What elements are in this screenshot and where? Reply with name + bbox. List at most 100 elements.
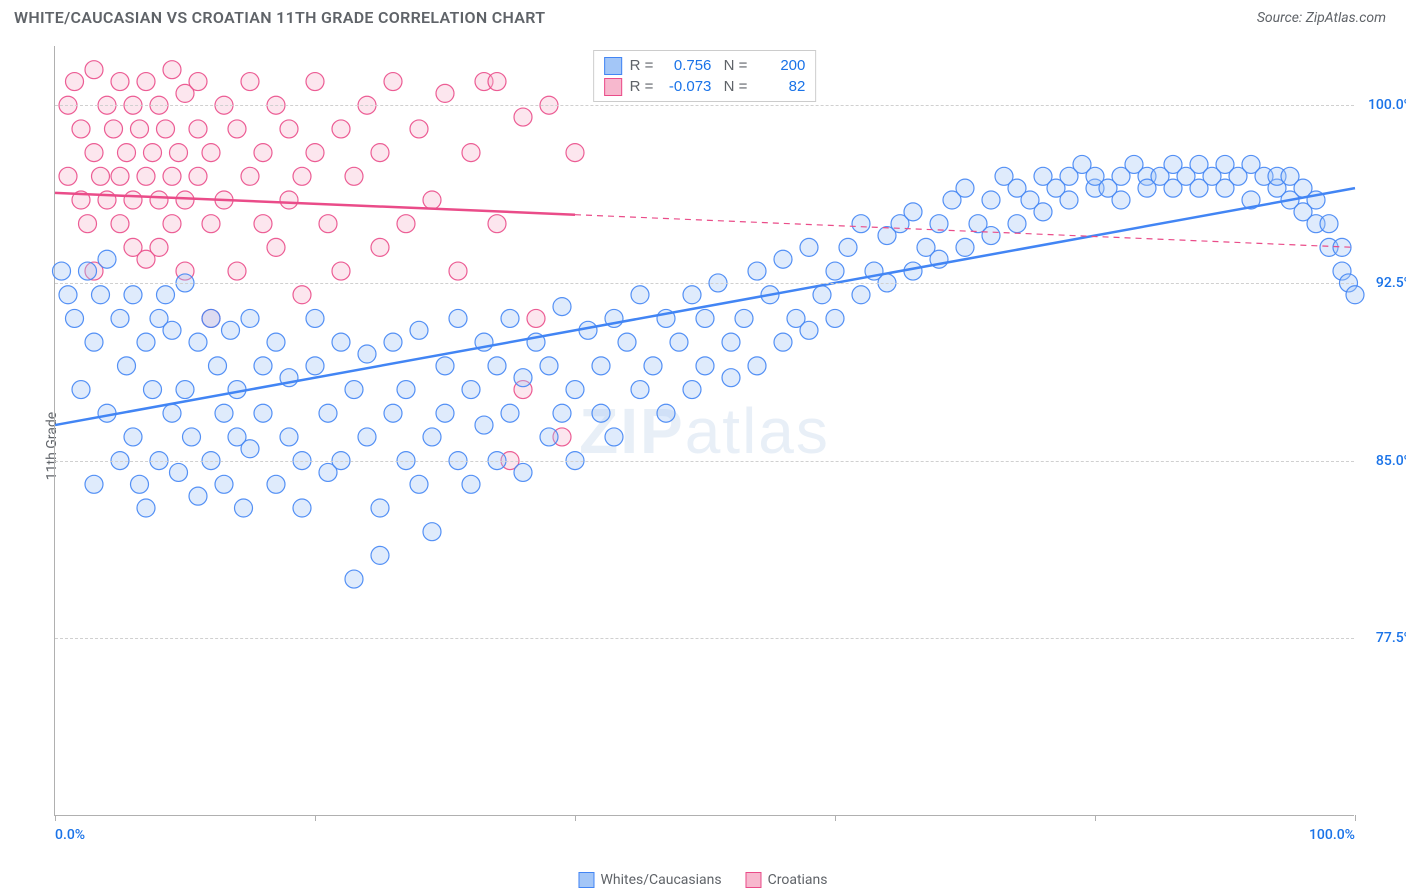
data-point — [800, 321, 818, 339]
data-point — [1034, 203, 1052, 221]
x-tick — [575, 815, 576, 821]
data-point — [358, 428, 376, 446]
data-point — [956, 238, 974, 256]
data-point — [319, 404, 337, 422]
data-point — [111, 167, 129, 185]
data-point — [436, 84, 454, 102]
data-point — [189, 333, 207, 351]
data-point — [92, 167, 110, 185]
data-point — [215, 404, 233, 422]
data-point — [124, 286, 142, 304]
data-point — [371, 499, 389, 517]
x-tick-label: 100.0% — [1309, 827, 1355, 843]
data-point — [722, 369, 740, 387]
chart-title: WHITE/CAUCASIAN VS CROATIAN 11TH GRADE C… — [14, 8, 545, 27]
data-point — [124, 191, 142, 209]
data-point — [111, 215, 129, 233]
data-point — [410, 475, 428, 493]
header: WHITE/CAUCASIAN VS CROATIAN 11TH GRADE C… — [0, 0, 1406, 35]
data-point — [631, 381, 649, 399]
data-point — [163, 404, 181, 422]
data-point — [72, 120, 90, 138]
stat-n-value: 200 — [755, 55, 805, 76]
data-point — [384, 333, 402, 351]
data-point — [332, 120, 350, 138]
data-point — [735, 309, 753, 327]
data-point — [423, 523, 441, 541]
data-point — [449, 262, 467, 280]
data-point — [592, 404, 610, 422]
data-point — [150, 191, 168, 209]
chart-svg — [55, 46, 1354, 815]
data-point — [657, 404, 675, 422]
data-point — [826, 262, 844, 280]
data-point — [1060, 191, 1078, 209]
data-point — [202, 144, 220, 162]
data-point — [748, 357, 766, 375]
data-point — [696, 357, 714, 375]
data-point — [53, 262, 71, 280]
data-point — [293, 167, 311, 185]
data-point — [111, 309, 129, 327]
data-point — [170, 463, 188, 481]
data-point — [163, 215, 181, 233]
data-point — [852, 286, 870, 304]
source-attribution: Source: ZipAtlas.com — [1257, 10, 1386, 26]
data-point — [449, 309, 467, 327]
data-point — [319, 215, 337, 233]
data-point — [397, 381, 415, 399]
stat-n-value: 82 — [755, 76, 805, 97]
data-point — [85, 475, 103, 493]
x-tick — [55, 815, 56, 821]
data-point — [839, 238, 857, 256]
x-tick-label: 0.0% — [55, 827, 85, 843]
stats-row: R =-0.073 N =82 — [604, 76, 806, 97]
data-point — [254, 357, 272, 375]
x-tick — [835, 815, 836, 821]
data-point — [358, 345, 376, 363]
grid-line — [55, 105, 1354, 106]
data-point — [618, 333, 636, 351]
data-point — [384, 404, 402, 422]
data-point — [371, 546, 389, 564]
data-point — [280, 191, 298, 209]
data-point — [241, 440, 259, 458]
grid-line — [55, 283, 1354, 284]
data-point — [254, 215, 272, 233]
data-point — [66, 73, 84, 91]
data-point — [501, 404, 519, 422]
x-tick — [1095, 815, 1096, 821]
data-point — [514, 463, 532, 481]
data-point — [488, 73, 506, 91]
data-point — [397, 215, 415, 233]
data-point — [826, 309, 844, 327]
data-point — [332, 262, 350, 280]
data-point — [592, 357, 610, 375]
data-point — [241, 73, 259, 91]
data-point — [384, 73, 402, 91]
data-point — [176, 191, 194, 209]
data-point — [527, 309, 545, 327]
data-point — [774, 333, 792, 351]
data-point — [280, 120, 298, 138]
stats-row: R =0.756 N =200 — [604, 55, 806, 76]
data-point — [235, 499, 253, 517]
data-point — [170, 144, 188, 162]
data-point — [345, 381, 363, 399]
data-point — [501, 309, 519, 327]
data-point — [59, 286, 77, 304]
plot-area: ZIPatlas R =0.756 N =200R =-0.073 N =82 … — [54, 46, 1354, 816]
legend-label: Croatians — [768, 872, 828, 888]
data-point — [183, 428, 201, 446]
data-point — [436, 404, 454, 422]
data-point — [670, 333, 688, 351]
data-point — [92, 286, 110, 304]
data-point — [131, 120, 149, 138]
data-point — [267, 333, 285, 351]
data-point — [462, 144, 480, 162]
data-point — [1346, 286, 1364, 304]
y-tick-label: 85.0% — [1376, 453, 1406, 469]
data-point — [293, 499, 311, 517]
data-point — [254, 144, 272, 162]
data-point — [683, 381, 701, 399]
